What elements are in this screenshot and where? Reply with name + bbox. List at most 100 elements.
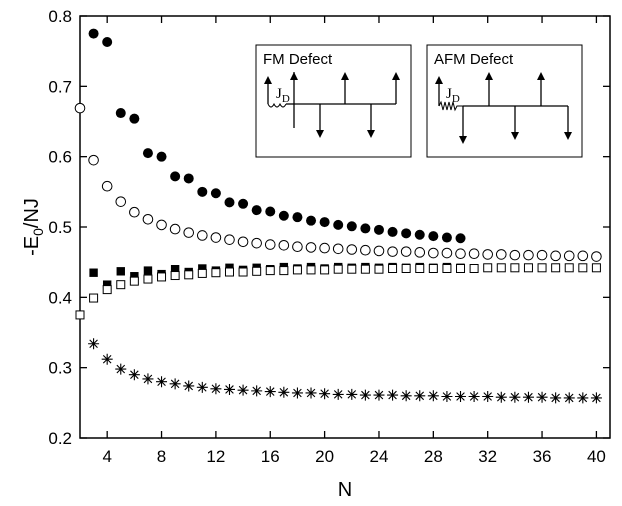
series-0-filled-circle (88, 28, 466, 244)
data-point-open-square (442, 263, 452, 273)
data-point-open-circle (101, 180, 113, 192)
x-axis-title: N (338, 479, 352, 501)
data-point-open-square (456, 263, 466, 273)
data-point-asterisk (196, 381, 208, 393)
data-point-open-circle (373, 245, 385, 257)
data-point-asterisk (210, 383, 222, 395)
data-point-open-circle (183, 227, 195, 238)
inset-fm-coupling: JD (276, 86, 290, 105)
data-point-asterisk (332, 388, 344, 400)
data-point-filled-circle (292, 212, 303, 223)
data-point-open-circle (129, 206, 140, 218)
data-point-open-circle (563, 250, 575, 262)
data-point-open-square (496, 263, 506, 273)
y-tick-label: 0.4 (48, 288, 72, 307)
x-tick-label: 4 (102, 447, 111, 466)
x-tick-label: 28 (424, 447, 443, 466)
data-point-asterisk (522, 391, 534, 403)
data-point-filled-circle (387, 226, 398, 237)
data-point-open-circle (332, 243, 344, 255)
data-point-open-square (238, 267, 248, 277)
x-tick-label: 36 (533, 447, 552, 466)
data-point-filled-circle (170, 171, 181, 182)
x-tick-label: 40 (587, 447, 606, 466)
data-point-open-square (388, 263, 398, 273)
inset-afm-title: AFM Defect (434, 51, 514, 68)
data-point-filled-circle (210, 188, 221, 199)
data-point-open-square (483, 263, 493, 273)
data-point-open-square (306, 265, 316, 275)
data-point-open-square (279, 266, 289, 276)
data-point-open-circle (169, 223, 181, 235)
data-point-filled-circle (306, 215, 317, 226)
data-point-filled-circle (129, 113, 140, 124)
data-point-asterisk (115, 363, 127, 375)
data-point-open-circle (577, 250, 589, 262)
data-point-asterisk (373, 389, 385, 401)
data-point-asterisk (169, 378, 181, 390)
data-point-filled-circle (156, 151, 167, 162)
data-point-asterisk (319, 388, 331, 400)
data-point-asterisk (291, 387, 303, 399)
inset-fm-title: FM Defect (263, 51, 333, 68)
data-point-asterisk (400, 390, 412, 402)
data-point-asterisk (427, 390, 439, 402)
y-tick-label: 0.6 (48, 148, 72, 167)
data-point-filled-square (170, 265, 180, 274)
data-point-filled-circle (319, 217, 330, 228)
data-point-asterisk (550, 392, 562, 404)
data-point-asterisk (183, 380, 195, 392)
data-point-filled-circle (251, 205, 262, 216)
data-point-open-circle (482, 249, 493, 260)
data-point-open-square (116, 280, 126, 290)
data-point-filled-circle (414, 229, 425, 240)
y-tick-label: 0.7 (48, 77, 72, 96)
x-tick-label: 16 (261, 447, 280, 466)
data-point-open-square (157, 272, 167, 282)
y-axis-title-main: -E (21, 236, 43, 256)
data-point-open-square (102, 285, 112, 295)
data-point-open-square (211, 268, 221, 278)
data-point-open-square (428, 263, 438, 273)
data-point-filled-circle (428, 231, 439, 242)
data-point-asterisk (590, 392, 602, 404)
data-point-open-square (374, 264, 384, 274)
data-point-asterisk (88, 338, 100, 350)
data-point-asterisk (577, 392, 589, 404)
data-point-open-circle (115, 196, 127, 207)
data-point-open-circle (428, 247, 439, 259)
data-point-open-square (347, 264, 357, 274)
data-point-open-circle (197, 230, 208, 241)
data-point-open-circle (414, 247, 426, 258)
data-point-open-circle (264, 239, 276, 250)
data-point-asterisk (441, 391, 453, 403)
data-point-open-square (320, 265, 330, 275)
data-point-filled-circle (238, 198, 249, 209)
data-point-open-square (415, 263, 425, 273)
x-tick-label: 20 (315, 447, 334, 466)
data-point-open-circle (523, 249, 534, 261)
data-point-filled-circle (441, 232, 452, 243)
data-point-open-circle (292, 241, 303, 252)
data-point-filled-circle (224, 197, 235, 208)
data-point-filled-circle (88, 28, 99, 39)
data-point-asterisk (128, 369, 140, 381)
data-point-asterisk (305, 387, 317, 399)
data-point-asterisk (563, 392, 575, 404)
data-point-open-square (537, 263, 547, 273)
data-point-open-circle (142, 213, 154, 225)
data-point-open-square (401, 263, 411, 273)
data-point-filled-circle (183, 173, 194, 184)
data-point-open-square (129, 276, 139, 286)
data-point-filled-circle (142, 148, 153, 159)
data-point-open-circle (495, 249, 507, 260)
data-point-open-square (523, 263, 533, 273)
inset-fm-defect: FM Defect JD (255, 44, 412, 158)
data-point-filled-circle (360, 223, 371, 234)
data-point-open-square (510, 263, 520, 273)
data-point-open-circle (441, 247, 453, 259)
data-point-asterisk (455, 391, 467, 403)
data-point-open-square (333, 264, 343, 274)
data-point-open-circle (278, 239, 290, 251)
